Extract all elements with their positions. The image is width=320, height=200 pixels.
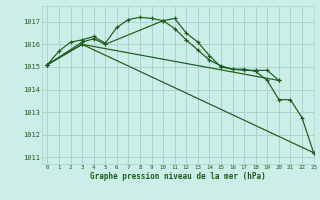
X-axis label: Graphe pression niveau de la mer (hPa): Graphe pression niveau de la mer (hPa) (90, 172, 266, 181)
